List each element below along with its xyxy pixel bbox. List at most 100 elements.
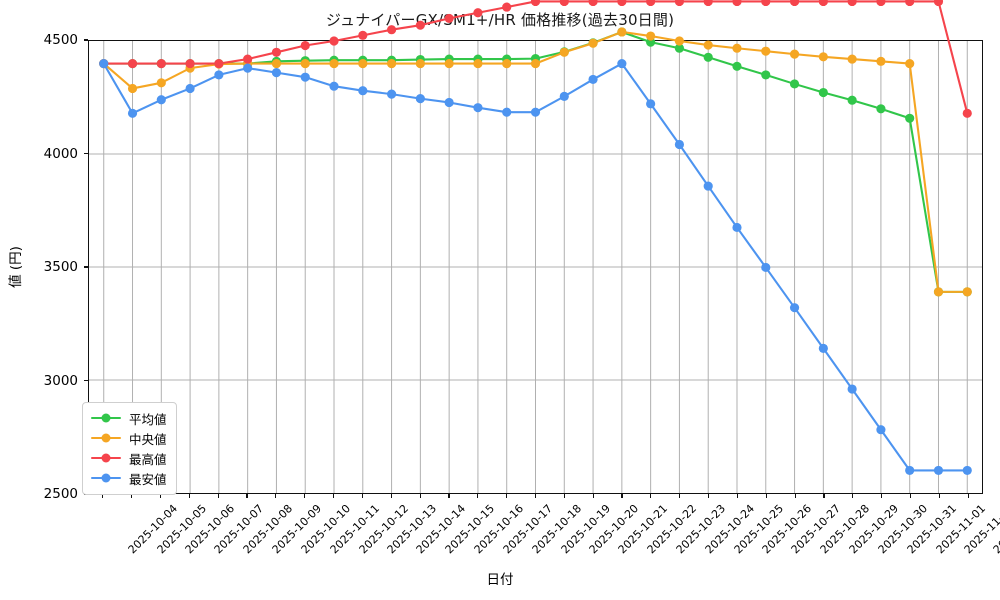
y-tick-mark [84, 379, 88, 382]
x-tick-mark [938, 494, 940, 498]
series-point [386, 59, 397, 69]
series-point [761, 262, 771, 273]
x-tick-mark [217, 494, 219, 498]
series-point [386, 89, 397, 99]
x-tick-mark [419, 494, 421, 498]
series-point [789, 79, 800, 89]
x-tick-mark [159, 494, 162, 498]
series-point [185, 59, 195, 69]
series-point [905, 0, 915, 7]
series-point [559, 47, 569, 57]
series-point [588, 38, 598, 48]
series-point [444, 97, 454, 108]
series-point [962, 465, 972, 475]
series-point [473, 59, 483, 69]
series-point [271, 47, 282, 57]
legend-item-1[interactable]: 中央値 [91, 428, 167, 448]
series-point [761, 70, 771, 80]
series-line-3 [102, 62, 969, 472]
chart-legend: 平均値 中央値 最高値 最安値 [82, 402, 177, 495]
series-point [674, 0, 685, 7]
series-point [127, 59, 138, 69]
series-point [502, 2, 512, 12]
x-tick-mark [736, 494, 739, 498]
series-point [876, 104, 886, 114]
series-point [703, 181, 713, 191]
y-tick-label: 3500 [43, 259, 78, 275]
series-point [617, 0, 627, 7]
series-point [818, 343, 828, 353]
series-point [674, 43, 685, 53]
series-point [876, 425, 886, 435]
series-point [703, 0, 713, 7]
series-point [444, 13, 454, 23]
series-point [588, 74, 598, 84]
x-tick-mark [823, 494, 825, 498]
legend-item-2[interactable]: 最高値 [91, 448, 167, 468]
x-tick-mark [477, 494, 479, 498]
series-point [674, 139, 685, 150]
series-point [473, 103, 483, 113]
legend-item-3[interactable]: 最安値 [91, 468, 167, 488]
legend-swatch-3 [91, 472, 121, 484]
series-point [185, 83, 195, 94]
x-tick-mark [967, 494, 969, 498]
series-point [905, 113, 915, 123]
series-point [847, 54, 857, 64]
series-point [617, 59, 627, 69]
x-tick-mark [275, 494, 277, 498]
x-tick-mark [448, 494, 450, 498]
data-series [99, 0, 972, 475]
y-tick-label: 2500 [43, 486, 78, 502]
series-point [559, 91, 569, 101]
series-point [732, 222, 742, 233]
series-point [444, 59, 454, 69]
series-point [156, 95, 166, 105]
series-point [818, 52, 828, 62]
series-point [415, 59, 425, 69]
series-point [329, 36, 339, 46]
series-point [502, 59, 512, 69]
x-axis-title: 日付 [486, 572, 514, 588]
series-point [876, 56, 886, 66]
series-point [732, 0, 742, 7]
x-tick-mark [765, 494, 767, 498]
x-tick-mark [390, 494, 392, 498]
x-tick-mark [304, 494, 306, 498]
series-point [933, 465, 944, 475]
series-point [847, 0, 857, 7]
series-point [588, 0, 598, 7]
y-tick-label: 3000 [43, 372, 78, 389]
x-tick-mark [852, 494, 854, 498]
x-tick-mark [534, 494, 537, 498]
series-point [789, 49, 800, 59]
series-point [703, 52, 713, 62]
series-point [905, 465, 915, 475]
series-point [300, 72, 310, 82]
series-point [732, 43, 742, 53]
series-point [530, 0, 541, 7]
series-point [732, 61, 742, 71]
x-tick-mark [563, 494, 565, 498]
series-point [933, 0, 944, 7]
y-tick-mark [84, 266, 88, 268]
x-tick-mark [131, 494, 133, 498]
series-point [530, 59, 541, 69]
plot-area [88, 0, 983, 494]
x-tick-mark [909, 494, 912, 498]
series-point [329, 59, 339, 69]
series-point [646, 31, 656, 41]
series-point [358, 59, 368, 69]
x-tick-mark [102, 494, 104, 498]
series-point [617, 27, 627, 37]
series-point [329, 81, 339, 91]
x-tick-mark [881, 494, 883, 498]
x-tick-mark [332, 494, 335, 498]
x-tick-mark [794, 494, 796, 498]
legend-swatch-1 [91, 432, 121, 444]
series-point [789, 0, 800, 7]
series-point [127, 108, 138, 118]
legend-item-0[interactable]: 平均値 [91, 408, 167, 428]
series-point [243, 54, 253, 64]
chart-title: ジュナイパーGX/SM1+/HR 価格推移(過去30日間) [325, 11, 675, 29]
